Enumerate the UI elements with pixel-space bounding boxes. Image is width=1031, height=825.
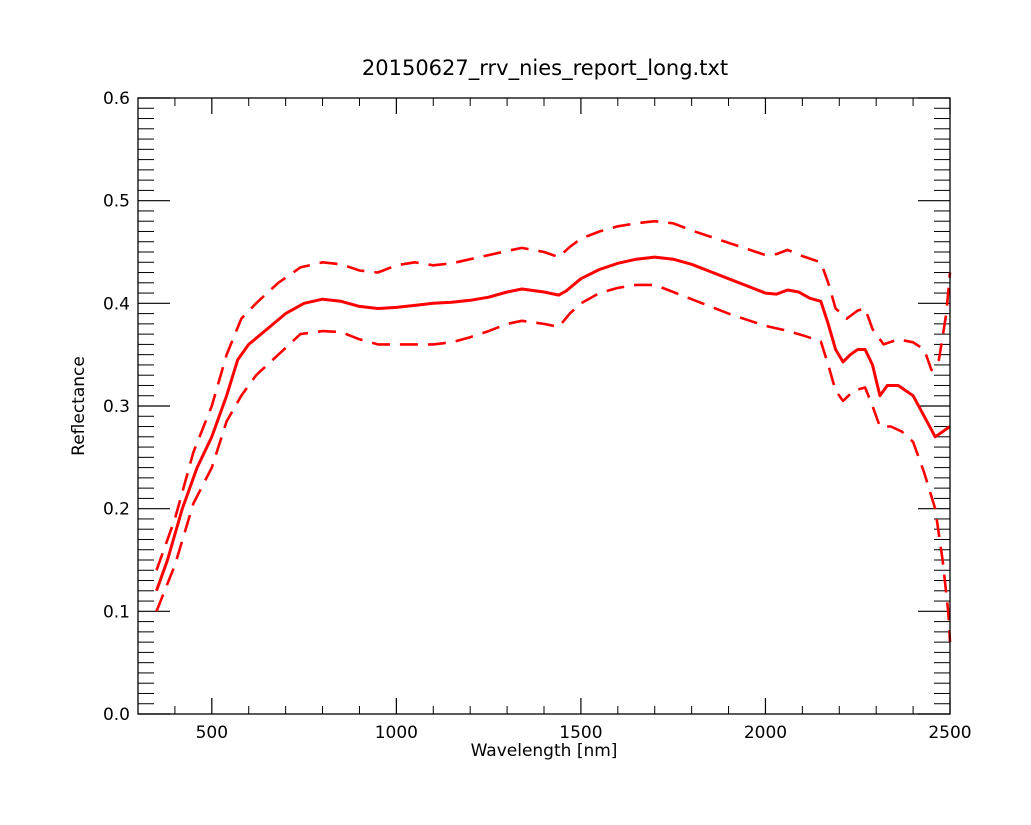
y-tick-label: 0.0 [103,705,130,725]
mean-reflectance-line-0 [155,255,951,592]
y-tick-label: 0.5 [103,192,130,212]
y-tick-label: 0.2 [103,500,130,520]
y-axis-label: Reflectance [69,356,89,456]
y-tick-label: 0.4 [103,294,130,314]
x-tick-label: 2500 [928,723,971,743]
x-tick-label: 1500 [559,723,602,743]
tick-labels: 500 1000 1500 2000 2500 0.0 0.1 0.2 0.3 0.4 0.5 0.6 [103,89,972,743]
axis-ticks [137,97,951,715]
plot-frame [137,97,951,715]
bound-reflectance-line-2 [155,283,952,643]
data-lines [155,219,952,643]
chart-title: 20150627_rrv_nies_report_long.txt [362,56,728,81]
y-tick-label: 0.6 [103,89,130,109]
x-tick-label: 500 [196,723,228,743]
x-tick-label: 2000 [744,723,787,743]
y-tick-label: 0.1 [103,602,130,622]
y-tick-label: 0.3 [103,397,130,417]
x-tick-label: 1000 [375,723,418,743]
bound-reflectance-line-1 [155,219,952,571]
x-axis-label: Wavelength [nm] [471,741,618,761]
